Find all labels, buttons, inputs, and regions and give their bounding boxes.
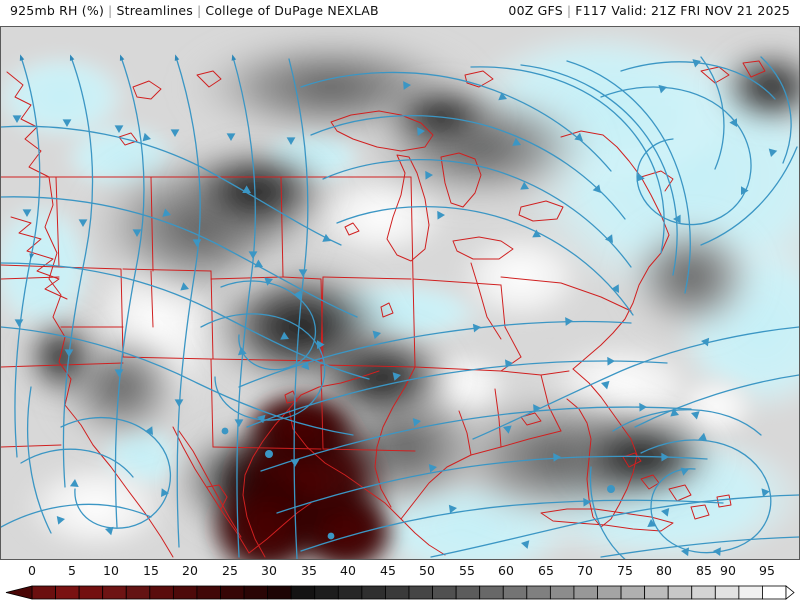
header-forecast-hour: F117 xyxy=(575,3,608,18)
colorbar-cell-26 xyxy=(644,585,669,600)
colorbar-cell-15 xyxy=(385,585,410,600)
map-canvas[interactable] xyxy=(1,27,799,559)
colorbar-tick-5: 5 xyxy=(68,563,76,578)
colorbar-cell-7 xyxy=(196,585,221,600)
colorbar-cell-4 xyxy=(125,585,151,600)
colorbar-tick-40: 40 xyxy=(340,563,356,578)
colorbar-cell-27 xyxy=(667,585,693,600)
colorbar-cell-24 xyxy=(597,585,622,600)
header-valid-time: Valid: 21Z FRI NOV 21 2025 xyxy=(611,3,790,18)
colorbar-cell-2 xyxy=(78,585,104,600)
colorbar-cell-11 xyxy=(290,585,316,600)
colorbar-cell-0 xyxy=(31,585,56,600)
header-bar: 925mb RH (%) | Streamlines | College of DuPa… xyxy=(0,0,800,26)
colorbar-tick-labels: 0 5 10 15 20 25 30 35 40 45 50 55 60 65 70 75 80 85 90 95 xyxy=(0,560,800,584)
colorbar-cell-31 xyxy=(762,585,787,600)
colorbar-cell-6 xyxy=(172,585,198,600)
colorbar-tick-15: 15 xyxy=(143,563,159,578)
colorbar-tick-30: 30 xyxy=(261,563,277,578)
colorbar-cell-22 xyxy=(549,585,575,600)
colorbar-tick-80: 80 xyxy=(656,563,672,578)
colorbar-tick-45: 45 xyxy=(380,563,396,578)
colorbar-cell-29 xyxy=(714,585,740,600)
colorbar-strip xyxy=(0,585,800,600)
streamline-arrowheads xyxy=(12,59,778,557)
header-separator-1: | xyxy=(108,3,113,18)
header-left-title: 925mb RH (%) | Streamlines | College of DuPa… xyxy=(10,3,379,18)
colorbar-cell-21 xyxy=(526,585,551,600)
colorbar-tick-85: 85 xyxy=(696,563,712,578)
colorbar-cell-13 xyxy=(337,585,363,600)
colorbar-cell-25 xyxy=(620,585,646,600)
header-source: College of DuPage NEXLAB xyxy=(205,3,379,18)
colorbar-tick-65: 65 xyxy=(538,563,554,578)
header-separator-2: | xyxy=(196,3,202,18)
colorbar-cell-17 xyxy=(432,585,457,600)
colorbar-cell-28 xyxy=(691,585,716,600)
streamline-singular-points xyxy=(221,427,615,540)
colorbar-cell-14 xyxy=(361,585,386,600)
colorbar-tick-25: 25 xyxy=(222,563,238,578)
colorbar-cell-23 xyxy=(573,585,598,600)
map-frame[interactable] xyxy=(0,26,800,560)
colorbar-cell-12 xyxy=(314,585,339,600)
colorbar-cell-1 xyxy=(55,585,80,600)
colorbar-tick-90: 90 xyxy=(720,563,736,578)
colorbar-cell-9 xyxy=(243,585,269,600)
rh-lowest-red-field xyxy=(204,387,401,559)
colorbar-tick-50: 50 xyxy=(419,563,435,578)
header-field-label: 925mb RH (%) xyxy=(10,3,105,18)
colorbar-tick-70: 70 xyxy=(577,563,593,578)
colorbar-tick-10: 10 xyxy=(103,563,119,578)
colorbar-tick-60: 60 xyxy=(498,563,514,578)
colorbar-tick-55: 55 xyxy=(459,563,475,578)
colorbar: 0 5 10 15 20 25 30 35 40 45 50 55 60 65 70 75 80 85 90 95 xyxy=(0,560,800,600)
colorbar-cell-18 xyxy=(455,585,481,600)
colorbar-over-arrow xyxy=(785,585,795,600)
colorbar-svg xyxy=(5,585,795,600)
header-plot-type: Streamlines xyxy=(116,3,193,18)
colorbar-cell-3 xyxy=(102,585,127,600)
colorbar-cell-10 xyxy=(267,585,292,600)
colorbar-cell-19 xyxy=(479,585,504,600)
colorbar-tick-35: 35 xyxy=(301,563,317,578)
colorbar-cell-8 xyxy=(220,585,245,600)
header-model-run: 00Z GFS xyxy=(508,3,563,18)
colorbar-cell-30 xyxy=(738,585,763,600)
colorbar-tick-95: 95 xyxy=(759,563,775,578)
colorbar-cell-16 xyxy=(408,585,433,600)
map-boundaries xyxy=(1,60,766,558)
header-right-title: 00Z GFS | F117 Valid: 21Z FRI NOV 21 2025 xyxy=(508,3,790,18)
colorbar-tick-20: 20 xyxy=(182,563,198,578)
colorbar-under-arrow xyxy=(5,585,33,600)
colorbar-cells xyxy=(31,585,787,600)
colorbar-tick-0: 0 xyxy=(28,563,36,578)
colorbar-cell-5 xyxy=(149,585,174,600)
header-separator-3: | xyxy=(566,3,572,18)
colorbar-cell-20 xyxy=(502,585,528,600)
colorbar-tick-75: 75 xyxy=(617,563,633,578)
